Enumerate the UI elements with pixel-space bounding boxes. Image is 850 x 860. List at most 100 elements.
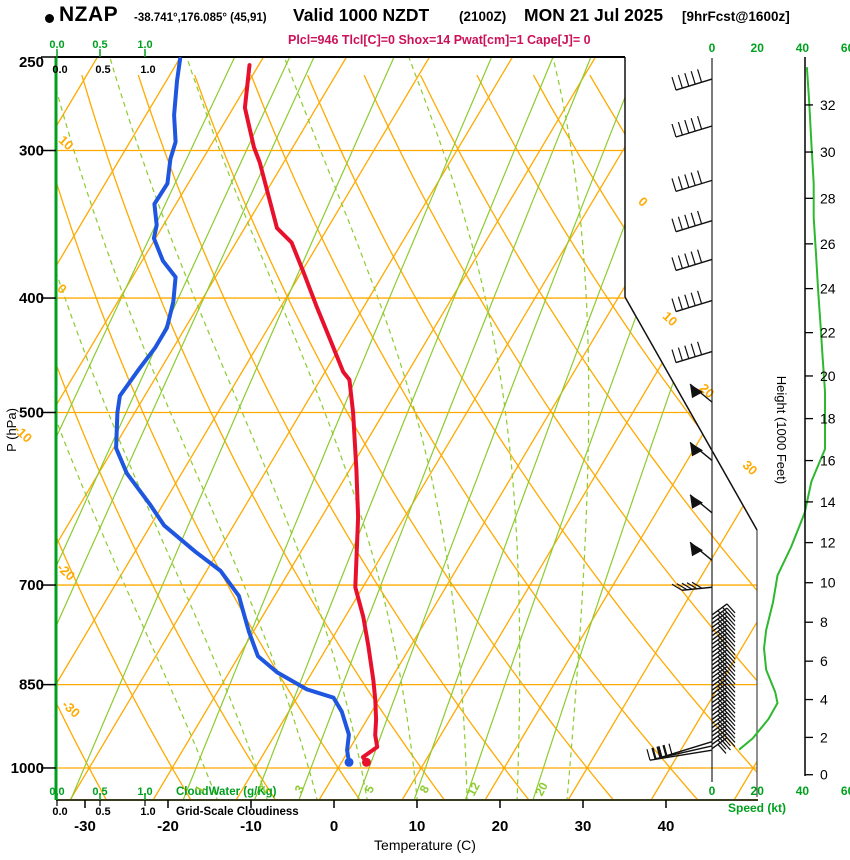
barb-feather — [671, 123, 677, 138]
barb-feather — [677, 347, 683, 361]
barb-feather — [726, 695, 736, 706]
mixing-ratio-line — [412, 57, 691, 800]
cloudwater-scale-bottom: 0.0 — [49, 786, 64, 798]
barb-shaft — [711, 649, 728, 662]
barb-feather — [697, 341, 703, 355]
temperature-tick-label: 10 — [409, 818, 426, 835]
barb-feather — [726, 733, 736, 743]
dry-adiabat-line — [476, 74, 757, 800]
mixing-ratio-line — [56, 57, 292, 800]
isotherm-line — [56, 57, 182, 800]
barb-feather — [726, 611, 736, 622]
barb-shaft — [711, 607, 728, 620]
barb-shaft — [711, 670, 728, 683]
barb-shaft — [654, 745, 713, 760]
barb-feather — [726, 636, 736, 647]
barb-feather — [697, 69, 703, 83]
barb-feather — [722, 740, 731, 751]
barb-feather — [697, 249, 703, 263]
temperature-tick-label: 30 — [575, 818, 592, 835]
barb-shaft — [711, 657, 728, 670]
barb-feather — [671, 349, 677, 363]
barb-feather — [677, 255, 683, 269]
barb-shaft — [711, 674, 728, 687]
temperature-tick-label: -30 — [74, 818, 96, 835]
barb-feather — [677, 216, 683, 230]
height-tick-label: 6 — [820, 653, 828, 669]
barb-feather — [726, 607, 736, 618]
isotherm-line — [56, 57, 265, 800]
height-tick-label: 26 — [820, 236, 836, 252]
barb-feather — [671, 76, 677, 91]
barb-feather — [690, 172, 696, 186]
speed-scale-top: 20 — [751, 41, 765, 55]
barb-shaft — [711, 716, 728, 729]
barb-shaft — [711, 691, 728, 704]
barb-feather — [691, 581, 703, 589]
dry-adiabat-line — [194, 74, 616, 800]
pressure-tick-label: 850 — [19, 677, 44, 694]
dry-adiabat-line — [250, 74, 701, 800]
barb-feather — [651, 747, 656, 760]
barb-feather — [652, 747, 657, 759]
barb-shaft — [711, 603, 728, 616]
dewpoint-curve — [114, 57, 351, 765]
barb-feather — [726, 645, 736, 656]
dry-adiabat-line — [56, 74, 109, 800]
barb-feather — [726, 712, 736, 722]
barb-feather — [676, 583, 688, 591]
height-tick-label: 22 — [820, 325, 836, 341]
barb-pennant — [690, 384, 703, 399]
speed-scale-top: 60 — [841, 41, 850, 55]
height-tick-label: 16 — [820, 453, 836, 469]
cloudiness-axis-title: Grid-Scale Cloudiness — [176, 806, 299, 818]
barb-shaft — [711, 640, 728, 654]
height-tick-label: 28 — [820, 190, 836, 206]
barb-feather — [697, 116, 703, 130]
mixing-ratio-label: 8 — [417, 783, 433, 796]
isotherm-line — [56, 57, 431, 800]
barb-feather — [726, 657, 736, 668]
height-tick-label: 30 — [820, 144, 836, 160]
barb-feather — [726, 703, 736, 714]
barb-feather — [726, 720, 736, 731]
valid-time-utc: (2100Z) — [459, 9, 507, 24]
barb-shaft — [711, 611, 728, 624]
cloudiness-scale-bottom: 1.0 — [140, 806, 155, 818]
frame-diagonal — [624, 296, 758, 531]
moist-adiabat-line — [56, 57, 219, 800]
barb-pennant — [690, 494, 703, 509]
barb-feather — [684, 174, 690, 188]
barb-shaft — [711, 666, 728, 679]
barb-feather — [726, 624, 736, 635]
temperature-axis-title: Temperature (C) — [374, 837, 476, 853]
barb-feather — [684, 73, 690, 87]
barb-feather — [726, 666, 736, 677]
height-tick-label: 8 — [820, 614, 828, 630]
barb-feather — [662, 745, 667, 757]
isotherm-line — [235, 57, 680, 800]
barb-feather — [726, 716, 736, 727]
barb-shaft — [711, 632, 728, 645]
moist-adiabat-line — [283, 57, 468, 800]
isotherm-line — [567, 57, 757, 800]
height-tick-label: 12 — [820, 535, 836, 551]
cloudwater-axis-title: CloudWater (g/Kg) — [176, 786, 277, 798]
barb-feather — [671, 583, 683, 591]
barb-feather — [684, 345, 690, 359]
barb-feather — [722, 736, 731, 747]
barb-feather — [726, 670, 736, 681]
barb-shaft — [711, 645, 728, 658]
mixing-ratio-line — [56, 57, 316, 800]
barb-shaft — [711, 707, 728, 720]
barb-feather — [726, 699, 736, 710]
mixing-ratio-label: 5 — [362, 783, 378, 796]
mixing-ratio-line — [531, 57, 757, 800]
height-axis-title: Height (1000 Feet) — [774, 376, 789, 484]
speed-scale-bottom: 0 — [709, 784, 716, 798]
isotherm-line — [401, 57, 757, 800]
cloudwater-scale-top: 1.0 — [137, 39, 152, 51]
barb-shaft — [711, 615, 728, 629]
dry-adiabat-line — [137, 74, 532, 800]
